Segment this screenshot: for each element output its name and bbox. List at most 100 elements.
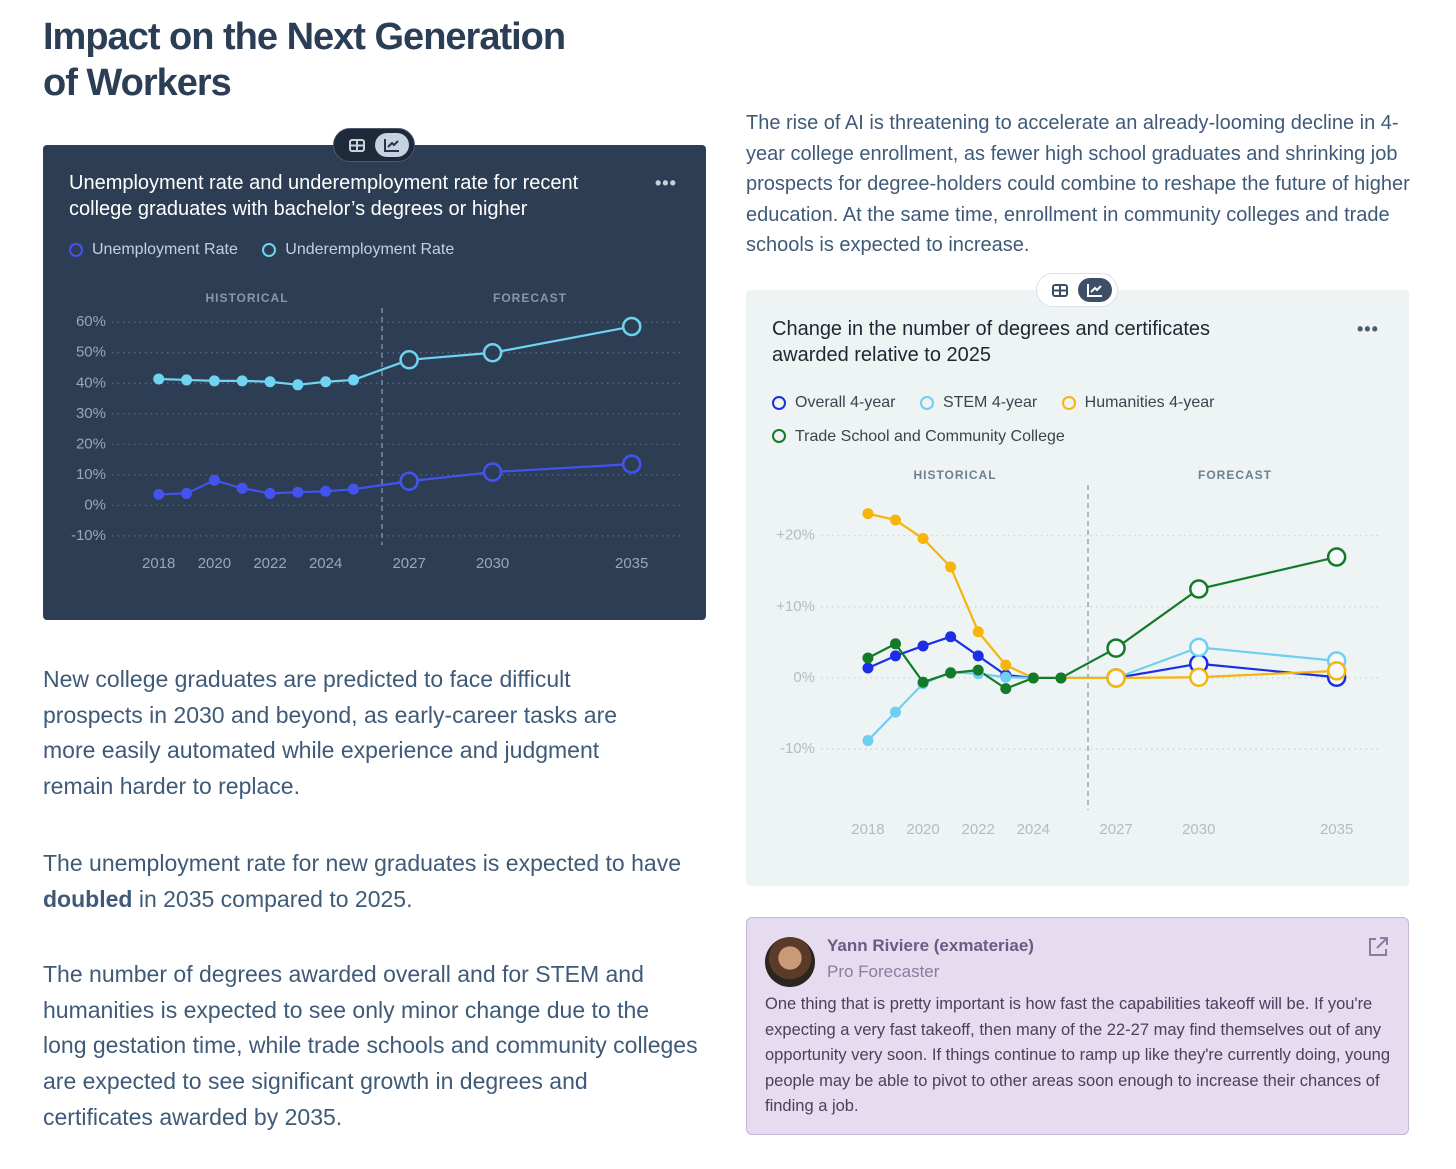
data-point	[264, 376, 276, 388]
paragraph: New college graduates are predicted to f…	[43, 666, 618, 800]
chart-title: Change in the number of degrees and cert…	[772, 318, 1211, 366]
data-point	[945, 667, 957, 679]
data-point	[1027, 672, 1039, 684]
legend-swatch	[919, 395, 934, 410]
data-point	[972, 626, 984, 638]
comment-card: Yann Riviere (exmateriae) Pro Forecaster…	[746, 917, 1409, 1135]
view-toggle	[1036, 273, 1118, 307]
data-point	[862, 735, 874, 747]
data-point	[347, 374, 359, 386]
data-point	[208, 375, 220, 387]
section-label: HISTORICAL	[205, 291, 288, 305]
x-tick-label: 2027	[1099, 821, 1132, 838]
legend-swatch	[772, 395, 786, 410]
legend-item: Overall 4-year	[772, 387, 895, 418]
forecast-marker	[399, 471, 419, 491]
forecast-marker	[1106, 638, 1126, 658]
x-tick-label: 2024	[309, 555, 342, 572]
more-button[interactable]: •••	[655, 173, 677, 193]
x-tick-label: 2020	[906, 821, 939, 838]
text: in 2035 compared to 2025.	[132, 885, 413, 912]
legend-item: Trade School and Community College	[772, 421, 1065, 452]
data-point	[945, 561, 957, 573]
x-tick-label: 2035	[1320, 821, 1353, 838]
forecast-marker	[1106, 668, 1126, 688]
icon	[1086, 284, 1102, 297]
x-tick-label: 2030	[476, 555, 509, 572]
forecast-marker	[399, 350, 419, 370]
section-label: HISTORICAL	[913, 468, 996, 482]
icon	[1051, 283, 1068, 297]
comment-author[interactable]: Yann Riviere (exmateriae)	[827, 936, 1034, 955]
data-point	[917, 533, 929, 545]
data-point	[862, 652, 874, 664]
paragraph: The unemployment rate for new graduates …	[43, 846, 683, 917]
data-point	[1000, 671, 1012, 683]
series-line	[158, 463, 632, 496]
y-tick-label: -10%	[71, 527, 106, 544]
x-tick-label: 2022	[253, 555, 286, 572]
legend-item: Humanities 4-year	[1061, 387, 1215, 418]
legend-swatch	[262, 243, 277, 257]
y-tick-label: +20%	[776, 527, 815, 544]
y-tick-label: 0%	[84, 496, 106, 513]
series-line	[158, 325, 632, 386]
comment-text: One thing that is pretty important is ho…	[765, 995, 1391, 1115]
series-line	[867, 555, 1337, 690]
x-tick-label: 2018	[142, 555, 175, 572]
data-point	[292, 379, 304, 391]
table-view-button[interactable]	[340, 133, 374, 157]
data-point	[945, 631, 957, 643]
x-tick-label: 2024	[1017, 821, 1050, 838]
data-point	[890, 706, 901, 718]
y-tick-label: 60%	[76, 313, 106, 330]
forecast-marker	[1326, 661, 1347, 681]
data-point	[972, 650, 984, 662]
section-label: FORECAST	[1198, 468, 1272, 482]
data-point	[208, 474, 220, 486]
x-tick-label: 2030	[1182, 821, 1215, 838]
table-view-button[interactable]	[1043, 278, 1077, 302]
legend-swatch	[1061, 395, 1076, 410]
y-tick-label: 0%	[793, 669, 815, 686]
x-tick-label: 2022	[962, 821, 995, 838]
forecast-marker	[482, 462, 503, 482]
data-point	[347, 483, 359, 495]
chart: HISTORICAL FORECAST +20% +10% 0% -10% 2018 2020…	[776, 468, 1382, 838]
forecast-marker	[1189, 579, 1209, 599]
section-label: FORECAST	[493, 291, 567, 305]
comment-role: Pro Forecaster	[827, 962, 940, 981]
y-tick-label: 50%	[76, 344, 106, 361]
data-point	[1055, 672, 1067, 684]
paragraph: The number of degrees awarded overall an…	[43, 961, 698, 1130]
chart: HISTORICAL FORECAST 60% 50% 40% 30% 20% 10% 0% -1…	[71, 291, 680, 572]
data-point	[862, 508, 874, 520]
series-line	[867, 635, 1337, 680]
chart-view-button[interactable]	[1077, 278, 1112, 302]
emphasis: doubled	[43, 885, 133, 912]
data-point	[320, 376, 332, 388]
data-point	[181, 374, 193, 386]
avatar	[765, 937, 815, 987]
view-toggle	[333, 128, 415, 162]
forecast-marker	[1189, 667, 1209, 687]
chart-title: Unemployment rate and underemployment ra…	[69, 172, 579, 220]
data-point	[1000, 683, 1012, 695]
chart-card: HISTORICAL FORECAST +20% +10% 0% -10% 2018 2020…	[746, 290, 1409, 886]
more-button[interactable]: •••	[1357, 319, 1379, 339]
legend-item: Unemployment Rate	[69, 241, 238, 259]
data-point	[264, 487, 276, 499]
forecast-marker	[621, 454, 642, 474]
text: The unemployment rate for new graduates …	[43, 850, 681, 876]
chart-view-button[interactable]	[374, 133, 409, 157]
legend-item: Underemployment Rate	[262, 241, 454, 259]
x-tick-label: 2018	[851, 821, 884, 838]
icon	[383, 139, 399, 152]
data-point	[890, 514, 901, 526]
forecast-marker	[1326, 547, 1347, 567]
external-link-icon[interactable]	[1367, 936, 1389, 958]
legend-label: Overall 4-year	[795, 394, 896, 411]
legend-label: Humanities 4-year	[1084, 394, 1215, 411]
data-point	[862, 662, 874, 674]
